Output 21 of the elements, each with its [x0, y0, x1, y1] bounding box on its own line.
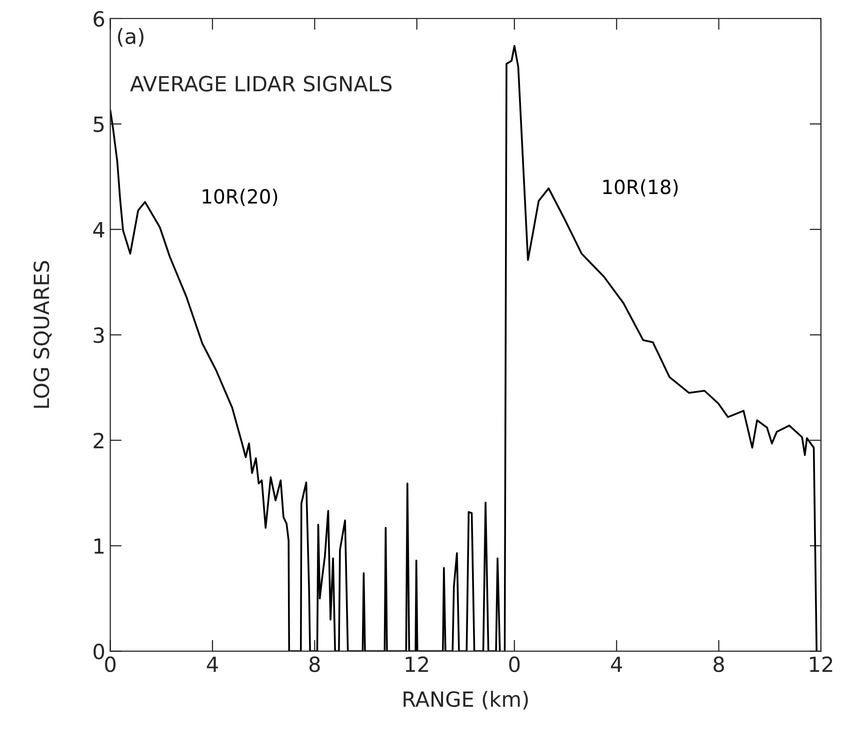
x-axis-title: RANGE (km)	[404, 690, 528, 710]
x-tick-label: 0	[105, 656, 116, 672]
annotation: (a)	[118, 28, 144, 47]
x-tick-label: 12	[406, 656, 428, 672]
x-tick-label: 12	[810, 656, 832, 672]
y-tick-label: 5	[94, 116, 104, 132]
x-tick-label: 8	[309, 656, 320, 672]
x-tick-label: 4	[610, 656, 622, 672]
y-tick-label: 2	[94, 432, 104, 448]
x-tick-label: 8	[714, 656, 724, 672]
text: 10R(20)	[202, 188, 278, 206]
y-tick-label: 6	[94, 10, 104, 27]
text: 10R(18)	[603, 179, 678, 197]
y-axis-title: LOG SQUARES	[34, 261, 52, 408]
y-tick-label: 1	[94, 538, 104, 554]
annotation: AVERAGE LIDAR SIGNALS	[130, 76, 392, 92]
y-tick-label: 0	[94, 644, 104, 660]
y-tick-label: 4	[93, 222, 104, 238]
x-tick-label: 4	[206, 656, 218, 672]
y-tick-label: 3	[94, 327, 104, 344]
x-tick-label: 0	[509, 656, 520, 672]
